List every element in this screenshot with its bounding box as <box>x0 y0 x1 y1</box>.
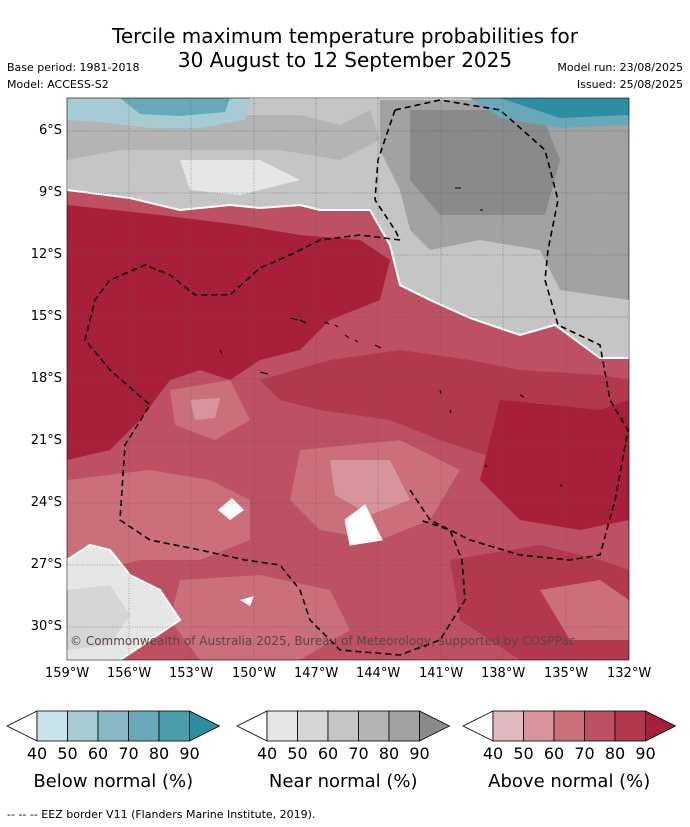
graticule <box>67 98 629 660</box>
longitude-label: 150°W <box>232 666 277 681</box>
colorbar-tick: 50 <box>57 744 78 763</box>
colorbar-segment <box>266 710 298 742</box>
colorbar-tick: 70 <box>118 744 139 763</box>
above-normal-core <box>67 205 390 460</box>
colorbar-tick: 80 <box>604 744 626 763</box>
colorbar-segment <box>614 710 646 742</box>
probability-field <box>67 98 629 660</box>
colorbar-extend-low <box>6 710 38 742</box>
model-run-text: Model run: 23/08/2025 <box>557 61 683 74</box>
eez-border-east <box>394 99 629 561</box>
colorbar-tick: 70 <box>348 744 369 763</box>
colorbar-tick: 40 <box>256 744 278 763</box>
latitude-label: 6°S <box>38 123 62 138</box>
colorbar-tick: 80 <box>148 744 170 763</box>
colorbars <box>6 710 677 742</box>
colorbar-segment <box>388 710 420 742</box>
colorbar-tick: 90 <box>635 744 656 763</box>
latitude-label: 21°S <box>30 433 62 448</box>
colorbar-segment <box>358 710 390 742</box>
longitude-label: 156°W <box>107 666 152 681</box>
longitude-label: 141°W <box>419 666 464 681</box>
eez-footer-text: -- -- -- EEZ border V11 (Flanders Marine… <box>7 808 316 821</box>
latitude-label: 27°S <box>30 557 62 572</box>
longitude-label: 144°W <box>356 666 401 681</box>
colorbar-tick: 40 <box>26 744 48 763</box>
colorbar-segment <box>584 710 616 742</box>
latitude-label: 24°S <box>30 495 62 510</box>
longitude-label: 153°W <box>169 666 214 681</box>
colorbar-tick: 90 <box>179 744 200 763</box>
colorbar-segment <box>553 710 585 742</box>
colorbar-tick: 90 <box>409 744 430 763</box>
colorbar-segment <box>523 710 555 742</box>
colorbar-tick: 70 <box>574 744 595 763</box>
colorbar-extend-high <box>645 710 677 742</box>
issued-text: Issued: 25/08/2025 <box>576 78 683 91</box>
latitude-label: 9°S <box>38 185 62 200</box>
latitude-label: 30°S <box>30 619 62 634</box>
latitude-label: 18°S <box>30 371 62 386</box>
colorbar-title: Near normal (%) <box>268 771 418 792</box>
colorbar-title: Below normal (%) <box>33 771 194 792</box>
title-line-2: 30 August to 12 September 2025 <box>177 48 513 72</box>
colorbar-tick: 60 <box>543 744 565 763</box>
copyright-text: © Commonwealth of Australia 2025, Bureau… <box>70 634 576 648</box>
base-period-text: Base period: 1981-2018 <box>7 61 140 74</box>
latitude-label: 12°S <box>30 247 62 262</box>
model-text: Model: ACCESS-S2 <box>7 78 109 91</box>
colorbar-tick: 50 <box>513 744 534 763</box>
longitude-label: 135°W <box>544 666 589 681</box>
colorbar-segment <box>97 710 129 742</box>
colorbar-title: Above normal (%) <box>488 771 651 792</box>
colorbar-segment <box>36 710 68 742</box>
colorbar-tick: 80 <box>378 744 400 763</box>
colorbar-extend-low <box>236 710 268 742</box>
map-frame <box>66 97 630 661</box>
colorbar-segment <box>128 710 160 742</box>
title-line-1: Tercile maximum temperature probabilitie… <box>112 24 578 48</box>
colorbar-tick: 60 <box>317 744 339 763</box>
longitude-label: 132°W <box>607 666 652 681</box>
colorbar-segment <box>297 710 329 742</box>
colorbar-segment <box>67 710 99 742</box>
colorbar-segment <box>158 710 190 742</box>
colorbar-tick: 50 <box>287 744 308 763</box>
colorbar-tick: 60 <box>87 744 109 763</box>
colorbar-tick: 40 <box>482 744 504 763</box>
longitude-label: 147°W <box>294 666 339 681</box>
latitude-label: 15°S <box>30 309 62 324</box>
colorbar-extend-high <box>419 710 451 742</box>
colorbar-segment <box>492 710 524 742</box>
colorbar-extend-high <box>189 710 221 742</box>
longitude-label: 138°W <box>481 666 526 681</box>
eez-border-west <box>84 234 466 656</box>
longitude-label: 159°W <box>45 666 90 681</box>
colorbar-extend-low <box>462 710 494 742</box>
colorbar-segment <box>327 710 359 742</box>
